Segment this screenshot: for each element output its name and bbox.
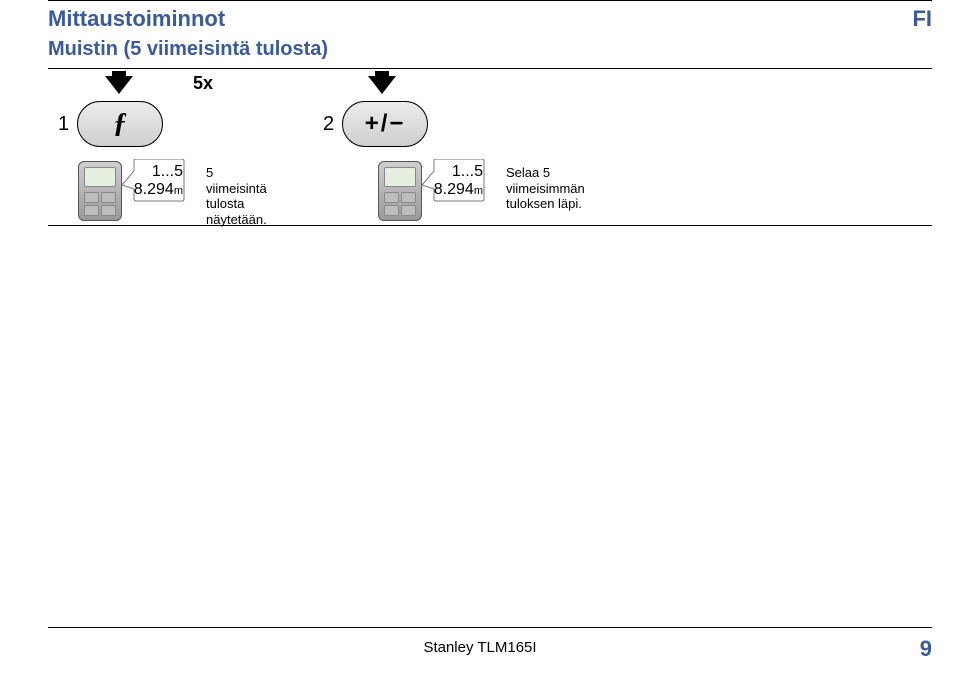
device-screen xyxy=(384,167,416,187)
display-readout: 1...5 8.294m xyxy=(128,163,183,199)
header-rule xyxy=(48,0,932,1)
display-range: 1...5 xyxy=(428,163,483,181)
plus-minus-key: +/− xyxy=(342,101,428,147)
down-arrow-icon xyxy=(368,71,396,94)
device-illustration: 1...5 8.294m 5 viimeisintä tulosta näyte… xyxy=(78,161,192,221)
step-number: 2 xyxy=(323,113,334,136)
press-count-label: 5x xyxy=(193,73,213,94)
page-number: 9 xyxy=(920,636,932,662)
step-2: 2 +/− xyxy=(323,101,428,147)
function-key: ƒ xyxy=(77,101,163,147)
step-number: 1 xyxy=(58,113,69,136)
device-keypad xyxy=(84,192,116,216)
device-keypad xyxy=(384,192,416,216)
subsection-title: Muistin (5 viimeisintä tulosta) xyxy=(48,38,328,61)
footer-rule xyxy=(48,627,932,628)
content-panel: 5x 1 ƒ 2 +/− 1...5 8.294m 5 viimeisintä … xyxy=(48,68,932,226)
language-badge: FI xyxy=(912,6,932,32)
display-readout: 1...5 8.294m xyxy=(428,163,483,199)
plus-minus-key-label: +/− xyxy=(365,110,406,138)
step-1: 1 ƒ xyxy=(58,101,163,147)
caption-text: 5 viimeisintä tulosta näytetään. xyxy=(206,165,267,227)
device-screen xyxy=(84,167,116,187)
down-arrow-icon xyxy=(105,71,133,94)
section-title: Mittaustoiminnot xyxy=(48,6,225,32)
display-value: 8.294m xyxy=(428,181,483,199)
footer-product: Stanley TLM165I xyxy=(0,639,960,656)
function-key-label: ƒ xyxy=(113,108,127,140)
device-illustration: 1...5 8.294m Selaa 5 viimeisimmän tuloks… xyxy=(378,161,492,221)
caption-text: Selaa 5 viimeisimmän tuloksen läpi. xyxy=(506,165,585,212)
display-value: 8.294m xyxy=(128,181,183,199)
display-range: 1...5 xyxy=(128,163,183,181)
